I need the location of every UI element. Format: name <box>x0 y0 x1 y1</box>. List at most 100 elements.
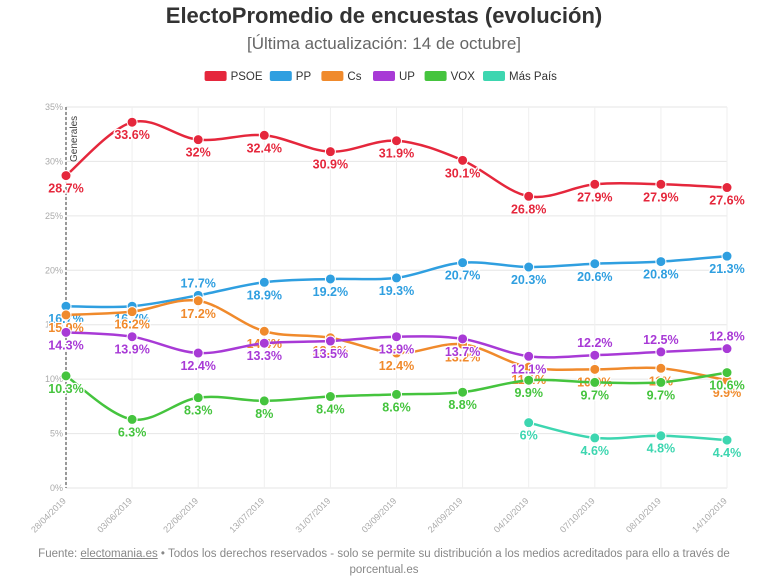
data-point-pp <box>324 273 336 285</box>
x-tick-label: 14/10/2019 <box>690 496 729 535</box>
x-tick-label: 04/10/2019 <box>492 496 531 535</box>
legend-swatch-m-s-pa-s <box>483 71 505 81</box>
x-tick-label: 28/04/2019 <box>29 496 68 535</box>
data-label-psoe: 30.1% <box>445 166 480 180</box>
y-tick-label: 5% <box>50 429 63 439</box>
data-label-up: 13.9% <box>379 343 414 357</box>
data-point-vox <box>523 374 535 386</box>
data-point-pp <box>258 276 270 288</box>
generales-label: Generales <box>69 116 80 162</box>
data-point-up <box>391 331 402 343</box>
x-tick-label: 03/09/2019 <box>360 496 399 535</box>
data-point-psoe <box>192 134 204 146</box>
data-label-pp: 20.8% <box>643 268 678 282</box>
chart-subtitle: [Última actualización: 14 de octubre] <box>246 34 522 53</box>
legend-label-up: UP <box>399 71 415 83</box>
data-point-up <box>258 337 270 349</box>
legend-swatch-up <box>373 71 395 81</box>
data-point-up <box>523 350 535 362</box>
data-point-vox <box>60 370 72 382</box>
data-label-pp: 18.9% <box>247 288 282 302</box>
legend-label-cs: Cs <box>347 71 361 83</box>
source-link[interactable]: electomania.es <box>80 548 158 560</box>
data-label-m-s-pa-s: 6% <box>520 429 538 443</box>
data-point-psoe <box>523 190 535 202</box>
y-tick-label: 30% <box>45 156 63 166</box>
data-point-vox <box>192 392 204 404</box>
y-tick-label: 25% <box>45 211 63 221</box>
x-tick-label: 13/07/2019 <box>227 496 266 535</box>
data-label-pp: 17.7% <box>180 276 215 290</box>
data-label-pp: 21.3% <box>709 262 744 276</box>
data-point-cs <box>258 325 270 337</box>
data-label-psoe: 28.7% <box>48 182 83 196</box>
data-label-up: 12.2% <box>577 336 612 350</box>
data-label-cs: 13.8% <box>313 344 348 358</box>
data-point-psoe <box>60 170 72 182</box>
data-label-up: 12.5% <box>643 333 678 347</box>
data-point-up <box>324 335 336 347</box>
data-point-m-s-pa-s <box>589 432 601 444</box>
y-tick-label: 15% <box>45 320 63 330</box>
data-label-up: 14.3% <box>48 338 83 352</box>
data-point-psoe <box>258 129 270 141</box>
data-label-up: 13.5% <box>313 347 348 361</box>
data-label-vox: 9.7% <box>581 388 610 402</box>
data-point-psoe <box>589 178 601 190</box>
data-label-vox: 10.6% <box>709 379 744 393</box>
legend-swatch-pp <box>269 71 292 81</box>
data-label-vox: 8.4% <box>316 403 345 417</box>
data-point-up <box>457 333 469 345</box>
data-label-m-s-pa-s: 4.8% <box>647 442 676 456</box>
data-point-up <box>655 346 667 358</box>
data-label-cs: 12.4% <box>379 359 414 373</box>
data-point-pp <box>655 256 667 268</box>
data-label-cs: 9.9% <box>713 386 742 400</box>
y-tick-label: 0% <box>50 483 63 493</box>
data-point-cs <box>655 362 667 374</box>
legend-swatch-vox <box>424 71 447 81</box>
data-point-vox <box>324 391 336 403</box>
data-label-psoe: 27.9% <box>643 190 678 204</box>
data-point-cs <box>523 361 535 373</box>
data-point-pp <box>457 257 469 269</box>
data-label-up: 13.9% <box>114 343 149 357</box>
data-label-vox: 9.9% <box>514 386 543 400</box>
data-label-psoe: 30.9% <box>313 158 348 172</box>
data-label-pp: 19.3% <box>379 284 414 298</box>
data-label-up: 12.8% <box>709 330 744 344</box>
data-label-up: 13.3% <box>247 349 282 363</box>
y-tick-label: 35% <box>45 102 63 112</box>
x-tick-label: 07/10/2019 <box>558 496 597 535</box>
data-label-vox: 8.8% <box>448 398 477 412</box>
data-label-psoe: 32% <box>186 146 211 160</box>
data-point-psoe <box>126 116 138 128</box>
y-tick-label: 10% <box>45 374 63 384</box>
x-tick-label: 31/07/2019 <box>293 496 332 535</box>
footer-prefix: Fuente: <box>38 548 81 560</box>
data-label-psoe: 31.9% <box>379 147 414 161</box>
data-point-m-s-pa-s <box>523 417 535 429</box>
data-point-vox <box>391 388 402 400</box>
data-point-m-s-pa-s <box>721 434 733 446</box>
data-point-up <box>192 347 204 359</box>
data-point-vox <box>721 367 733 379</box>
data-label-psoe: 32.4% <box>247 141 282 155</box>
y-tick-label: 20% <box>45 265 63 275</box>
data-point-pp <box>589 258 601 270</box>
data-label-up: 12.1% <box>511 362 546 376</box>
data-label-pp: 20.3% <box>511 273 546 287</box>
data-label-pp: 20.6% <box>577 270 612 284</box>
x-tick-label: 22/06/2019 <box>161 496 200 535</box>
legend-swatch-psoe <box>204 71 227 81</box>
data-label-m-s-pa-s: 4.4% <box>713 446 742 460</box>
x-tick-label: 03/06/2019 <box>95 496 134 535</box>
data-point-vox <box>655 376 667 388</box>
data-point-up <box>589 349 601 361</box>
data-label-pp: 19.2% <box>313 285 348 299</box>
footer-text: • Todos los derechos reservados - solo s… <box>157 548 730 576</box>
data-point-vox <box>457 386 469 398</box>
data-label-psoe: 27.6% <box>709 194 744 208</box>
data-point-vox <box>589 376 601 388</box>
